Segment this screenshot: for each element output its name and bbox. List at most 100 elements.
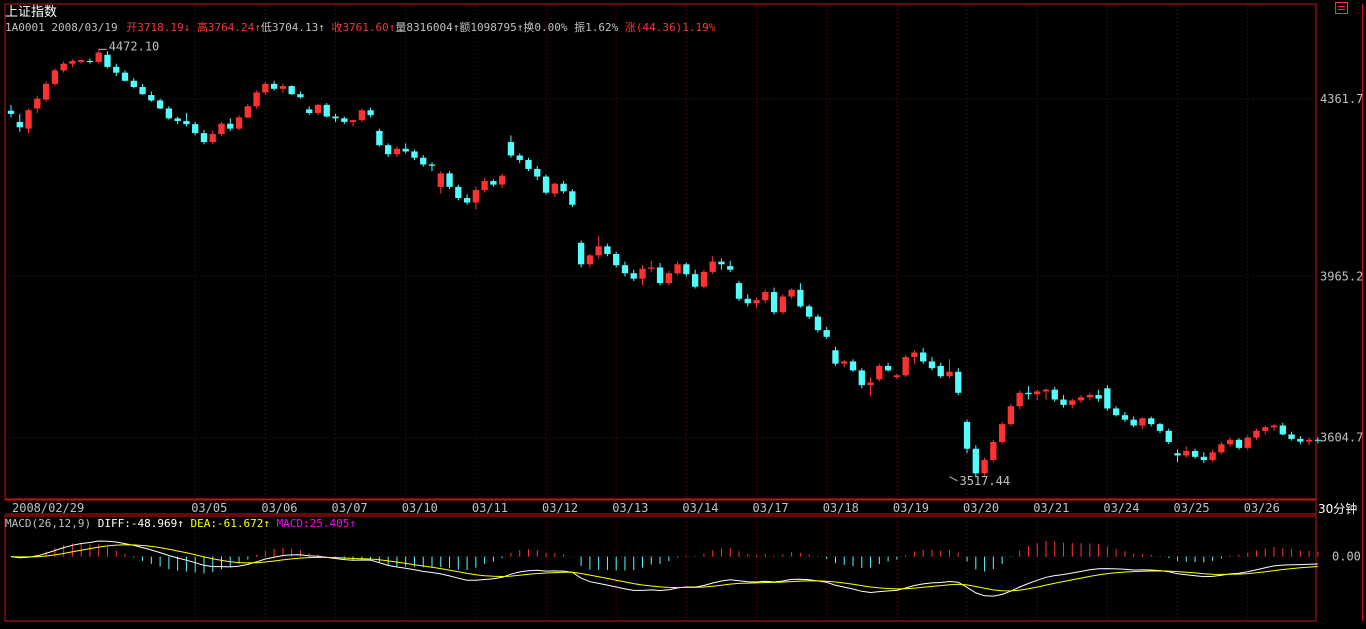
- candle-body: [253, 92, 260, 107]
- candle-body: [1183, 450, 1190, 456]
- candle-body: [297, 94, 304, 98]
- candle-body: [1060, 399, 1067, 405]
- dea-value: -61.672: [216, 517, 264, 530]
- candle-body: [770, 292, 778, 313]
- date-label: 03/06: [261, 501, 297, 515]
- candle-body: [227, 123, 234, 129]
- candle-body: [963, 421, 971, 449]
- amount-label: 额: [459, 21, 471, 34]
- close-value: 3761.60: [342, 21, 389, 34]
- candle-body: [1305, 439, 1313, 442]
- macd-panel-frame: [4, 515, 1317, 622]
- macd-label: MACD:: [276, 517, 310, 530]
- diff-value: -48.969: [130, 517, 178, 530]
- candle-body: [200, 133, 208, 143]
- candle-body: [1244, 437, 1251, 448]
- candle-body: [902, 356, 909, 376]
- candle-body: [507, 142, 515, 156]
- open-arrow: ↓: [183, 21, 191, 34]
- candle-body: [314, 104, 322, 113]
- candle-body: [104, 54, 111, 67]
- open-value: 3718.19: [137, 21, 184, 34]
- candle-body: [613, 254, 620, 266]
- date-label: 03/05: [191, 501, 227, 515]
- candle-body: [937, 365, 944, 377]
- candle-body: [1270, 425, 1278, 428]
- candle-body: [788, 289, 795, 297]
- candle-body: [955, 371, 962, 393]
- index-code: 1A0001: [5, 21, 45, 34]
- candle-body: [534, 168, 541, 177]
- date-label: 03/21: [1033, 501, 1069, 515]
- candle-body: [51, 70, 59, 84]
- candle-body: [744, 298, 751, 304]
- candle-body: [1121, 415, 1129, 420]
- candle-body: [402, 148, 409, 152]
- change-label: 涨: [624, 21, 636, 34]
- low-marker-label: 3517.44: [959, 474, 1010, 488]
- candle-body: [911, 352, 918, 357]
- candle-body: [727, 266, 734, 270]
- macd-info-bar: MACD(26,12,9) DIFF:-48.969↑ DEA:-61.672↑…: [5, 517, 356, 530]
- candle-body: [7, 110, 15, 114]
- candle-body: [735, 283, 743, 299]
- candle-body: [1034, 391, 1041, 395]
- candle-body: [209, 134, 216, 143]
- high-value: 3764.24: [207, 21, 255, 34]
- period-label[interactable]: 30分钟: [1318, 501, 1357, 516]
- diff-line: [10, 540, 1318, 597]
- amount-value: 1098795: [470, 21, 517, 34]
- candle-body: [113, 66, 120, 73]
- date-label: 03/24: [1103, 501, 1139, 515]
- candle-body: [972, 448, 979, 474]
- candle-body: [674, 264, 681, 274]
- date-label: 2008/02/29: [12, 501, 84, 515]
- candle-body: [306, 109, 313, 113]
- candle-body: [823, 330, 830, 337]
- candle-body: [192, 124, 199, 134]
- candle-body: [1156, 424, 1164, 431]
- candle-body: [463, 198, 471, 203]
- candle-body: [1086, 395, 1093, 398]
- high-arrow: ↑: [254, 21, 261, 34]
- candle-body: [1007, 406, 1015, 425]
- amount-arrow: ↑: [516, 21, 524, 34]
- date-label: 03/14: [682, 501, 718, 515]
- high-label: 高: [196, 21, 208, 34]
- candle-body: [1200, 456, 1208, 460]
- date-label: 03/13: [612, 501, 648, 515]
- macd-axis-label: 0.00: [1332, 550, 1361, 564]
- date-label: 03/10: [402, 501, 438, 515]
- candle-body: [323, 104, 330, 117]
- high-marker-label: 4472.10: [109, 39, 160, 53]
- candle-body: [893, 375, 901, 378]
- macd-indicator-name[interactable]: MACD(26,12,9): [5, 517, 92, 530]
- candle-body: [16, 121, 23, 128]
- candle-body: [1051, 389, 1058, 400]
- candle-body: [86, 61, 94, 63]
- candle-body: [542, 176, 550, 193]
- candle-body: [358, 110, 365, 121]
- candle-body: [630, 273, 637, 279]
- price-panel-frame: [4, 3, 1317, 500]
- volume-label: 量: [395, 21, 407, 34]
- quote-info-bar: 1A0001 2008/03/19 开3718.19↓ 高3764.24↑低37…: [5, 19, 715, 35]
- dea-arrow: ↑: [263, 517, 270, 530]
- dea-label: DEA:: [190, 517, 217, 530]
- candle-body: [1191, 450, 1199, 457]
- candle-body: [384, 145, 392, 155]
- dea-line: [10, 544, 1318, 592]
- candle-body: [639, 268, 646, 279]
- candle-body: [876, 365, 883, 380]
- window-menu-icon[interactable]: [1335, 2, 1348, 14]
- close-label: 收: [331, 21, 343, 34]
- candle-body: [446, 173, 453, 187]
- candle-body: [516, 155, 523, 160]
- quote-date: 2008/03/19: [51, 21, 118, 34]
- candle-body: [621, 265, 629, 274]
- candle-body: [586, 255, 594, 265]
- date-label: 03/07: [332, 501, 368, 515]
- candle-body: [393, 148, 401, 155]
- candle-body: [753, 300, 760, 304]
